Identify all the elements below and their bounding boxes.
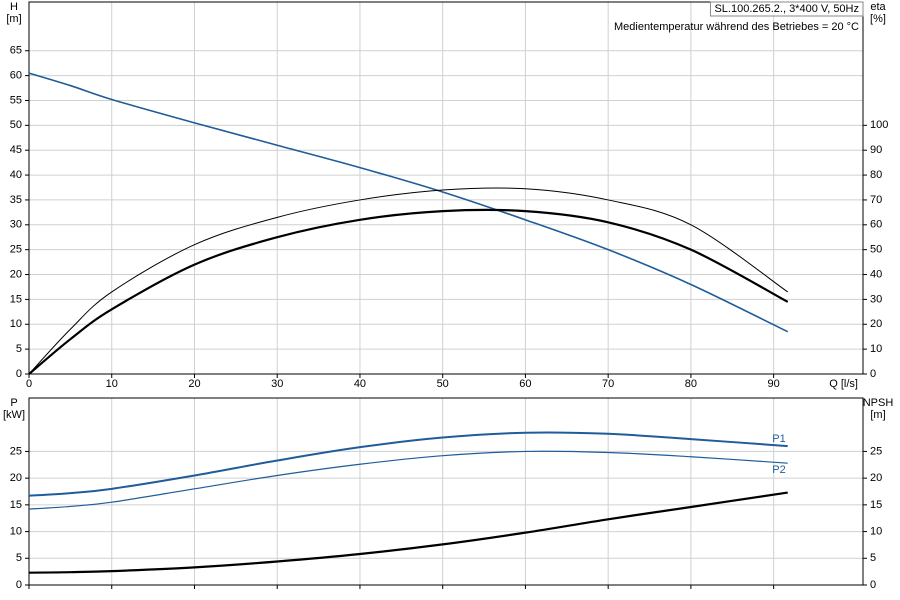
x-tick-label: 60 (519, 378, 531, 390)
y-tick-label: 65 (10, 45, 22, 57)
x-tick-label: 50 (437, 378, 449, 390)
y-tick-label: 5 (16, 552, 22, 564)
y-tick-label: 10 (10, 318, 22, 330)
y2-tick-label: 90 (870, 144, 882, 156)
x-tick-label: 80 (685, 378, 697, 390)
y2-tick-label: 80 (870, 169, 882, 181)
y-tick-label: 55 (10, 94, 22, 106)
y-axis-label: P (10, 397, 17, 409)
y2-tick-label: 15 (870, 499, 882, 511)
y-tick-label: 25 (10, 445, 22, 457)
y-tick-label: 45 (10, 144, 22, 156)
x-tick-label: 40 (354, 378, 366, 390)
curve-label: P1 (772, 433, 785, 445)
y-tick-label: 50 (10, 119, 22, 131)
x-tick-label: 10 (106, 378, 118, 390)
y2-tick-label: 50 (870, 244, 882, 256)
y2-axis-unit: [%] (870, 13, 886, 25)
y2-tick-label: 30 (870, 293, 882, 305)
y2-tick-label: 0 (870, 368, 876, 380)
y2-tick-label: 0 (870, 579, 876, 591)
y-tick-label: 0 (16, 368, 22, 380)
y2-tick-label: 10 (870, 343, 882, 355)
y2-tick-label: 70 (870, 194, 882, 206)
note: Medientemperatur während des Betriebes =… (614, 21, 859, 33)
x-tick-label: 30 (271, 378, 283, 390)
curve (28, 491, 788, 574)
curve (28, 208, 789, 375)
curve-label: P2 (772, 464, 785, 476)
x-tick-label: 90 (768, 378, 780, 390)
y-tick-label: 5 (16, 343, 22, 355)
y2-tick-label: 60 (870, 219, 882, 231)
y2-tick-label: 20 (870, 472, 882, 484)
y2-tick-label: 20 (870, 318, 882, 330)
info-box-text: SL.100.265.2., 3*400 V, 50Hz (714, 3, 859, 15)
y2-tick-label: 25 (870, 445, 882, 457)
y2-axis-label: NPSH (863, 397, 894, 409)
curve (28, 450, 788, 510)
y-tick-label: 20 (10, 268, 22, 280)
curve (28, 187, 788, 375)
plot-frame (28, 397, 864, 586)
x-tick-label: 0 (26, 378, 32, 390)
y2-tick-label: 10 (870, 525, 882, 537)
info-box (709, 1, 864, 17)
y-tick-label: 25 (10, 244, 22, 256)
x-tick-label: 70 (602, 378, 614, 390)
y-axis-unit: [m] (6, 13, 21, 25)
x-tick-label: 20 (188, 378, 200, 390)
curve (28, 72, 789, 333)
y2-tick-label: 5 (870, 552, 876, 564)
plot-frame (28, 1, 864, 375)
y2-axis-unit: [m] (870, 409, 885, 421)
y-axis-unit: [kW] (3, 409, 25, 421)
y2-tick-label: 40 (870, 268, 882, 280)
y-tick-label: 15 (10, 499, 22, 511)
y-tick-label: 30 (10, 219, 22, 231)
x-axis-label: Q [l/s] (829, 378, 858, 390)
y-tick-label: 35 (10, 194, 22, 206)
y-axis-label: H (10, 1, 18, 13)
y-tick-label: 10 (10, 525, 22, 537)
curve (28, 431, 788, 497)
y-tick-label: 0 (16, 579, 22, 591)
y-tick-label: 15 (10, 293, 22, 305)
y-tick-label: 60 (10, 70, 22, 82)
y2-tick-label: 100 (870, 119, 888, 131)
y2-axis-label: eta (870, 1, 886, 13)
y-tick-label: 40 (10, 169, 22, 181)
y-tick-label: 20 (10, 472, 22, 484)
